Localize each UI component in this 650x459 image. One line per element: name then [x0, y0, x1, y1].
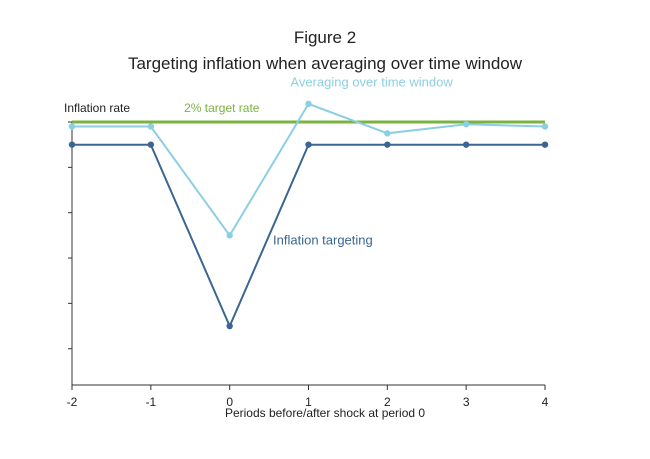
inflation-targeting-point [147, 141, 155, 148]
x-tick-label: 1 [305, 395, 312, 409]
inflation-targeting-point [226, 322, 233, 330]
chart-subtitle: Targeting inflation when averaging over … [127, 54, 523, 73]
inflation-targeting-label: Inflation targeting [273, 232, 373, 247]
axes: -2 -1 0 1 2 3 4 [67, 121, 549, 409]
averaging-point [305, 100, 312, 108]
x-tick-label: 2 [384, 395, 391, 409]
x-tick-label: 3 [463, 395, 470, 409]
y-axis-label: Inflation rate [64, 101, 131, 115]
averaging-point [147, 123, 155, 130]
series-labels: 2% target rate Inflation targeting Averagi… [184, 75, 453, 248]
averaging-point [68, 123, 76, 130]
x-axis-label: Periods before/after shock at period 0 [224, 406, 426, 420]
x-tick-label: 4 [542, 395, 549, 409]
inflation-targeting-point [541, 141, 549, 148]
x-tick-label: -1 [145, 395, 156, 409]
inflation-targeting-point [384, 141, 391, 148]
target-rate-label: 2% target rate [184, 101, 260, 115]
averaging-point [384, 130, 391, 137]
averaging-label: Averaging over time window [290, 75, 453, 90]
averaging-point [226, 232, 233, 239]
averaging-line [72, 102, 546, 238]
averaging-point [541, 123, 549, 130]
inflation-targeting-point [68, 141, 76, 148]
x-tick-label: -2 [67, 395, 78, 409]
series-lines [72, 102, 546, 329]
inflation-targeting-point [305, 141, 312, 148]
x-tick-label: 0 [226, 395, 233, 409]
averaging-point [462, 121, 470, 128]
chart-title: Figure 2 [293, 28, 357, 47]
inflation-targeting-point [462, 141, 470, 148]
series-points [68, 100, 549, 330]
